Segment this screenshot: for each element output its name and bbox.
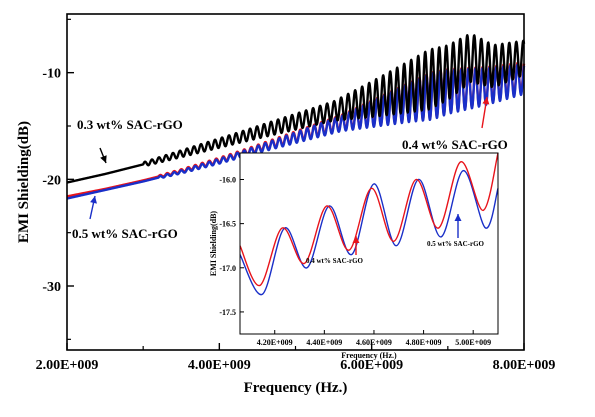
inset-y-tick-label: -16.5: [219, 220, 236, 229]
main-x-axis-title: Frequency (Hz.): [244, 380, 348, 396]
inset-y-tick-label: -17.0: [219, 264, 236, 273]
inset-arrow-0.5-head: [454, 214, 462, 221]
inset-series-layer: [239, 152, 499, 295]
main-plot: 2.00E+009 4.00E+009 6.00E+009 8.00E+009 -10 -…: [16, 13, 556, 396]
x-tick-label: 2.00E+009: [36, 358, 99, 373]
inset-series-line-0.4: [239, 152, 499, 287]
inset-annotation-0.5-label: 0.5 wt% SAC-rGO: [427, 240, 485, 248]
annotation-0.5-label: 0.5 wt% SAC-rGO: [72, 226, 178, 241]
annotation-0.3-label: 0.3 wt% SAC-rGO: [77, 117, 183, 132]
inset-x-axis-title: Frequency (Hz.): [341, 351, 397, 360]
main-annotation-arrows: [89, 96, 490, 220]
inset-annotation-0.4-label: 0.4 wt% SAC-rGO: [306, 257, 364, 265]
inset-plot-frame: [239, 152, 499, 335]
y-tick-label: -10: [42, 67, 61, 82]
arrow-0.3-head: [100, 155, 107, 163]
main-axis-ticks: 2.00E+009 4.00E+009 6.00E+009 8.00E+009 -10 -…: [36, 18, 556, 373]
series-line-0.3: [66, 34, 526, 184]
inset-plot: 4.20E+009 4.40E+009 4.60E+009 4.80E+009 5.00…: [209, 152, 499, 360]
x-tick-label: 6.00E+009: [340, 358, 403, 373]
main-annotations: 0.3 wt% SAC-rGO 0.4 wt% SAC-rGO 0.5 wt% …: [72, 117, 508, 241]
arrow-0.5-head: [90, 196, 97, 204]
inset-axis-ticks: 4.20E+009 4.40E+009 4.60E+009 4.80E+009 5.00…: [219, 175, 491, 347]
inset-x-tick-label: 5.00E+009: [455, 338, 491, 347]
x-tick-label: 8.00E+009: [493, 358, 556, 373]
arrow-0.4-head: [482, 97, 490, 105]
x-tick-label: 4.00E+009: [188, 358, 251, 373]
inset-x-tick-label: 4.60E+009: [356, 338, 392, 347]
main-series-layer: [66, 34, 526, 200]
y-tick-label: -20: [42, 173, 61, 188]
inset-arrow-0.4-head: [352, 236, 360, 243]
inset-annotation-arrows: [352, 214, 462, 255]
inset-y-axis-title: EMI Shielding(dB): [209, 211, 218, 276]
inset-background: [240, 153, 498, 334]
inset-y-tick-label: -17.5: [219, 308, 236, 317]
inset-y-tick-label: -16.0: [219, 175, 236, 184]
annotation-0.4-label: 0.4 wt% SAC-rGO: [402, 137, 508, 152]
y-tick-label: -30: [42, 280, 61, 295]
inset-x-tick-label: 4.80E+009: [406, 338, 442, 347]
main-y-axis-title: EMI Shielding(dB): [16, 121, 32, 243]
inset-x-tick-label: 4.20E+009: [257, 338, 293, 347]
inset-x-tick-label: 4.40E+009: [306, 338, 342, 347]
